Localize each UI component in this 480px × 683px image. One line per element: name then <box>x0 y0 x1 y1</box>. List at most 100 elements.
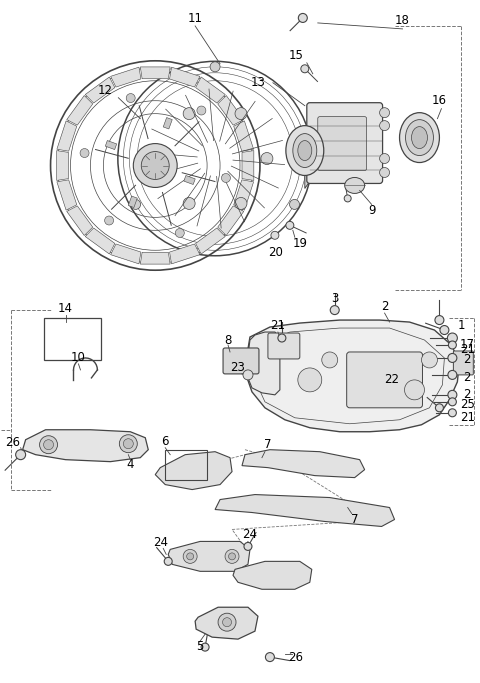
Polygon shape <box>168 542 250 572</box>
FancyBboxPatch shape <box>454 351 473 375</box>
Text: 24: 24 <box>242 528 257 541</box>
Circle shape <box>448 409 456 417</box>
Circle shape <box>380 154 390 163</box>
FancyBboxPatch shape <box>347 352 422 408</box>
Text: 20: 20 <box>268 246 283 259</box>
Ellipse shape <box>183 197 195 210</box>
Circle shape <box>448 341 456 349</box>
Text: 24: 24 <box>153 536 168 549</box>
Bar <box>128 196 137 208</box>
Polygon shape <box>85 77 115 103</box>
Circle shape <box>105 216 114 225</box>
Ellipse shape <box>133 143 177 187</box>
Text: 22: 22 <box>384 374 399 387</box>
Text: 6: 6 <box>161 435 169 448</box>
Circle shape <box>187 553 193 560</box>
Circle shape <box>221 173 230 182</box>
Text: 19: 19 <box>292 237 307 250</box>
Circle shape <box>435 316 444 324</box>
Circle shape <box>16 449 25 460</box>
Polygon shape <box>305 128 312 189</box>
Text: 25: 25 <box>460 398 475 411</box>
Polygon shape <box>234 121 253 151</box>
Text: 4: 4 <box>127 458 134 471</box>
Circle shape <box>286 221 294 229</box>
Circle shape <box>435 404 444 412</box>
Circle shape <box>123 438 133 449</box>
Polygon shape <box>196 77 225 103</box>
FancyBboxPatch shape <box>268 333 300 359</box>
Polygon shape <box>248 332 280 395</box>
Text: 3: 3 <box>331 292 338 305</box>
Circle shape <box>164 557 172 566</box>
Circle shape <box>448 398 456 406</box>
Text: 5: 5 <box>196 639 204 653</box>
Polygon shape <box>196 228 225 254</box>
Circle shape <box>223 617 231 627</box>
Text: 7: 7 <box>351 513 359 526</box>
Text: 16: 16 <box>432 94 447 107</box>
Circle shape <box>175 229 184 238</box>
Polygon shape <box>67 96 93 125</box>
Text: 21: 21 <box>460 411 475 424</box>
Polygon shape <box>155 451 232 490</box>
Ellipse shape <box>235 197 247 210</box>
Circle shape <box>448 370 457 379</box>
FancyBboxPatch shape <box>318 117 367 171</box>
Circle shape <box>244 542 252 550</box>
Polygon shape <box>195 607 258 639</box>
Bar <box>184 176 195 184</box>
Ellipse shape <box>261 152 273 165</box>
Text: 26: 26 <box>5 436 20 449</box>
Ellipse shape <box>157 152 169 165</box>
Circle shape <box>120 434 137 453</box>
Bar <box>163 117 172 129</box>
Text: 17: 17 <box>460 339 475 352</box>
Circle shape <box>183 549 197 563</box>
Circle shape <box>380 108 390 117</box>
FancyBboxPatch shape <box>307 102 383 184</box>
Circle shape <box>44 440 54 449</box>
Ellipse shape <box>131 199 141 210</box>
Circle shape <box>39 436 58 454</box>
Text: 7: 7 <box>264 438 272 451</box>
Text: 23: 23 <box>230 361 245 374</box>
Text: 18: 18 <box>395 14 410 27</box>
Circle shape <box>421 352 437 368</box>
Circle shape <box>440 326 449 335</box>
Polygon shape <box>245 320 459 432</box>
Bar <box>165 449 207 479</box>
Text: 12: 12 <box>98 84 113 97</box>
Circle shape <box>448 354 457 363</box>
Circle shape <box>405 380 424 400</box>
Text: 9: 9 <box>368 204 375 217</box>
Circle shape <box>197 106 206 115</box>
Polygon shape <box>218 96 244 125</box>
Circle shape <box>225 549 239 563</box>
Text: 10: 10 <box>71 352 86 365</box>
Text: 26: 26 <box>288 651 303 664</box>
Polygon shape <box>169 67 200 87</box>
Circle shape <box>278 334 286 342</box>
Text: 15: 15 <box>288 49 303 62</box>
Polygon shape <box>23 430 148 462</box>
Polygon shape <box>140 252 170 264</box>
Circle shape <box>271 232 279 239</box>
Text: 2: 2 <box>464 389 471 402</box>
Polygon shape <box>57 121 77 151</box>
Polygon shape <box>169 244 200 264</box>
Circle shape <box>80 149 89 158</box>
Polygon shape <box>57 151 69 180</box>
Circle shape <box>301 65 309 73</box>
Ellipse shape <box>345 178 365 193</box>
Polygon shape <box>67 206 93 236</box>
Polygon shape <box>57 180 77 210</box>
Ellipse shape <box>183 108 195 120</box>
Text: 1: 1 <box>457 318 465 331</box>
Circle shape <box>330 305 339 315</box>
Circle shape <box>344 195 351 202</box>
Bar <box>44 318 101 360</box>
Circle shape <box>447 333 457 343</box>
Ellipse shape <box>210 62 220 72</box>
Polygon shape <box>110 244 141 264</box>
